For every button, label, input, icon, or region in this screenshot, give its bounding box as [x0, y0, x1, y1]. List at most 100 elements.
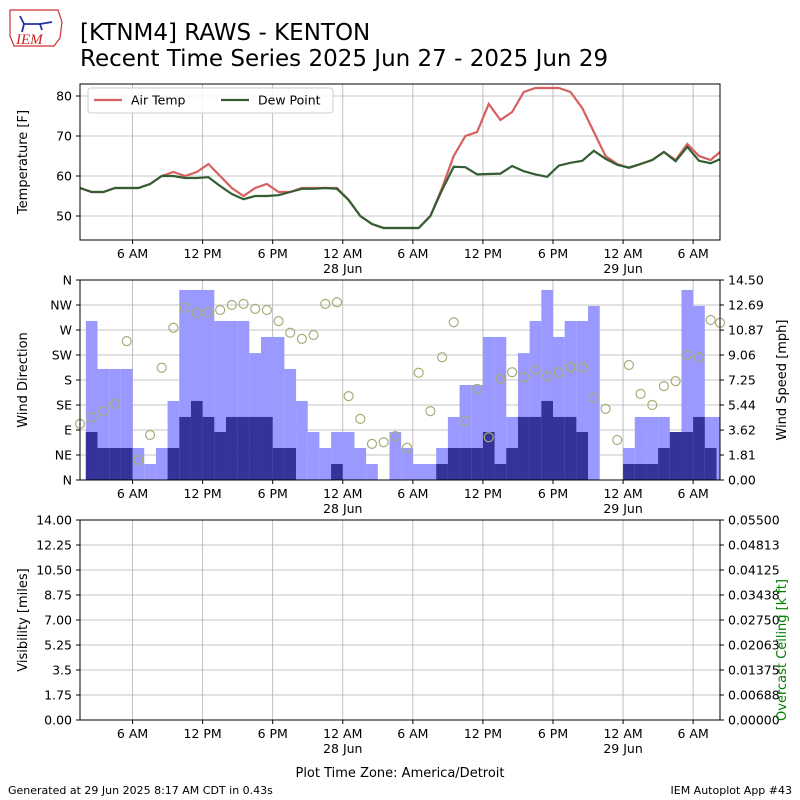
point [693, 352, 705, 363]
y2-tick-label: 0.01375 [728, 663, 780, 678]
bar [284, 448, 297, 480]
x-date-label: 29 Jun [603, 261, 642, 276]
subtitle: Recent Time Series 2025 Jun 27 - 2025 Ju… [80, 46, 608, 72]
bar [331, 464, 343, 480]
bar [307, 432, 320, 480]
bar [693, 416, 705, 480]
y2-tick-label: 10.87 [728, 323, 764, 338]
y2-tick-label: 0.00000 [728, 713, 780, 728]
bar [179, 289, 191, 480]
point [577, 362, 588, 373]
y2-tick-label: 0.04125 [728, 563, 780, 578]
y-tick-label: 1.75 [44, 688, 72, 703]
y-axis-label: Visibility [miles] [16, 568, 31, 671]
bar [120, 368, 133, 480]
y2-tick-label: 0.04813 [728, 538, 780, 553]
point [226, 299, 237, 311]
panel: 6 AM 12 PM 6 PM 12 AM 6 AM 12 PM 6 PM 12 AM 6 AM… [16, 83, 721, 276]
x-tick-label: 6 AM [397, 486, 428, 501]
x-tick-label: 12 PM [464, 726, 502, 741]
y-tick-label: 5.25 [44, 638, 72, 653]
bar [541, 289, 553, 480]
point [471, 383, 483, 394]
point [530, 364, 541, 376]
x-tick-label: 6 PM [538, 486, 568, 501]
point [460, 416, 471, 427]
bar [179, 416, 191, 480]
bar [155, 448, 168, 480]
point [507, 367, 518, 378]
y2-tick-label: 0.05500 [728, 513, 780, 528]
bar [202, 416, 215, 480]
line [80, 145, 720, 230]
bar [249, 353, 262, 480]
bar [261, 416, 273, 480]
point [401, 442, 413, 453]
y-tick-label: 70 [56, 129, 72, 144]
point [180, 302, 191, 313]
bar [552, 416, 565, 480]
bar [646, 416, 659, 480]
bar [225, 416, 238, 480]
y-tick-label: E [64, 423, 72, 438]
x-tick-label: 12 PM [464, 246, 502, 261]
point [144, 429, 156, 441]
bar [85, 320, 98, 480]
y-tick-label: N [63, 273, 72, 288]
point [285, 327, 296, 338]
y-tick-label: S [64, 373, 72, 388]
x-tick-label: 12 AM [323, 486, 362, 501]
bar [506, 448, 518, 480]
bar [482, 336, 495, 480]
y2-tick-label: 14.50 [728, 273, 764, 288]
x-tick-label: 6 AM [678, 726, 709, 741]
bar [319, 448, 332, 480]
x-tick-label: 12 AM [323, 726, 362, 741]
y-tick-label: SW [52, 348, 72, 363]
bar [249, 416, 262, 480]
x-tick-label: 12 PM [184, 486, 222, 501]
y2-tick-label: 0.00 [728, 473, 756, 488]
bar [459, 384, 472, 480]
y2-tick-label: 5.44 [728, 397, 756, 412]
logo-lines [19, 15, 53, 33]
x-tick-label: 6 AM [397, 246, 428, 261]
bar [424, 464, 437, 480]
bar [436, 464, 448, 480]
bar [658, 448, 670, 480]
bar [401, 448, 413, 480]
x-tick-label: 6 AM [117, 246, 148, 261]
point [518, 372, 529, 383]
point [682, 349, 693, 361]
bar [354, 448, 367, 480]
bar [634, 416, 647, 480]
bar [412, 464, 425, 480]
x-date-label: 28 Jun [323, 261, 362, 276]
bar [541, 400, 553, 480]
point [612, 434, 623, 446]
point [623, 359, 635, 371]
point [191, 307, 202, 318]
bar [342, 432, 355, 480]
bar [494, 336, 507, 480]
bar [517, 416, 530, 480]
point [86, 412, 97, 423]
point [390, 431, 401, 442]
bar [517, 353, 530, 480]
bar [97, 448, 110, 480]
x-tick-label: 12 AM [323, 246, 362, 261]
bar [272, 336, 285, 480]
plot-frame [79, 279, 721, 481]
bar [190, 400, 203, 480]
bar [296, 400, 308, 480]
point [448, 317, 459, 328]
point [378, 437, 389, 448]
y-tick-label: NW [50, 298, 72, 313]
point [436, 352, 448, 363]
x-date-label: 28 Jun [323, 741, 362, 756]
x-date-label: 28 Jun [323, 501, 362, 516]
point [296, 333, 307, 344]
bar [447, 448, 460, 480]
bar [494, 464, 507, 480]
bar [85, 432, 98, 480]
